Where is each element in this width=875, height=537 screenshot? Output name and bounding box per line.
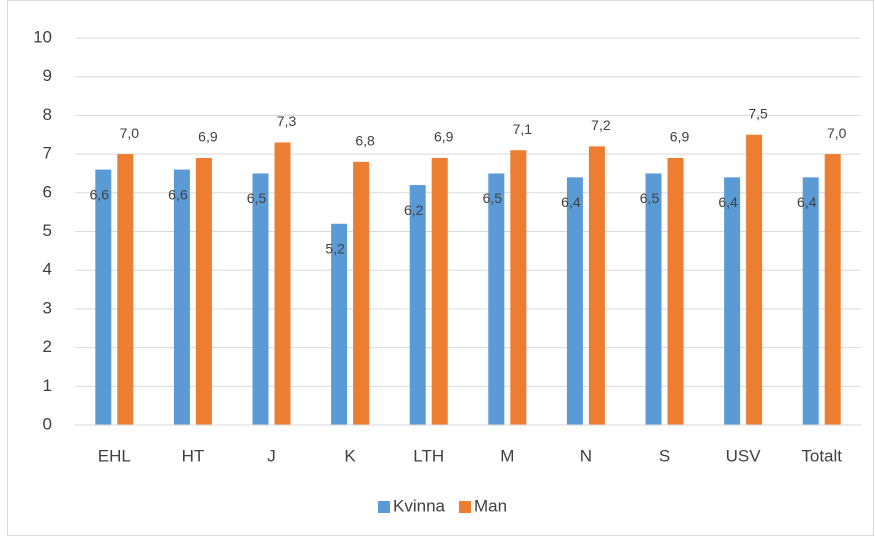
legend-swatch [378,501,390,513]
x-tick-label: USV [726,446,762,465]
data-label: 6,5 [483,190,503,206]
data-label: 7,3 [277,113,297,129]
x-tick-label: EHL [98,446,131,465]
data-label: 6,9 [198,129,218,145]
data-label: 6,6 [90,186,110,202]
bar [195,157,212,425]
data-label: 7,2 [591,117,611,133]
data-label: 7,0 [120,125,140,141]
bar [431,157,448,425]
legend-swatch [458,501,471,513]
bar [588,146,605,426]
data-label: 6,4 [797,194,817,210]
x-tick-label: K [344,446,356,465]
bar [95,169,112,425]
y-tick-label: 3 [43,298,52,317]
bar [746,134,763,425]
bar [802,177,819,425]
y-tick-label: 0 [43,414,52,433]
data-label: 7,1 [513,121,533,137]
data-label: 7,5 [748,105,768,121]
bar [645,173,662,425]
data-label: 6,4 [561,194,581,210]
y-tick-label: 4 [43,260,52,279]
y-tick-label: 9 [43,66,52,85]
x-tick-label: S [659,446,670,465]
bar [331,223,348,425]
bar [566,177,583,425]
y-tick-label: 5 [43,221,52,240]
x-tick-label: M [500,446,514,465]
data-label: 6,5 [247,190,267,206]
data-label: 6,9 [670,129,690,145]
y-tick-label: 7 [43,144,52,163]
bar [173,169,190,425]
legend-label: Man [474,496,507,515]
bar [117,154,134,425]
x-tick-label: HT [182,446,205,465]
bar [724,177,741,425]
bar [824,154,841,425]
bar [667,157,684,425]
y-tick-label: 6 [43,182,52,201]
x-tick-label: LTH [413,446,444,465]
bar [510,150,527,426]
data-label: 6,6 [168,186,188,202]
y-tick-label: 10 [33,27,52,46]
bar [353,161,370,425]
y-tick-label: 1 [43,376,52,395]
bar [274,142,291,426]
bar [252,173,269,425]
y-tick-label: 2 [43,337,52,356]
legend-label: Kvinna [393,496,446,515]
x-tick-label: J [267,446,276,465]
bar [409,185,426,425]
data-label: 5,2 [325,240,345,256]
data-label: 6,5 [640,190,660,206]
x-tick-label: N [580,446,592,465]
x-tick-label: Totalt [801,446,842,465]
bar [488,173,505,425]
data-label: 6,9 [434,129,454,145]
data-label: 6,2 [404,202,424,218]
data-label: 6,4 [718,194,738,210]
data-label: 6,8 [355,133,375,149]
y-tick-label: 8 [43,105,52,124]
data-label: 7,0 [827,125,847,141]
